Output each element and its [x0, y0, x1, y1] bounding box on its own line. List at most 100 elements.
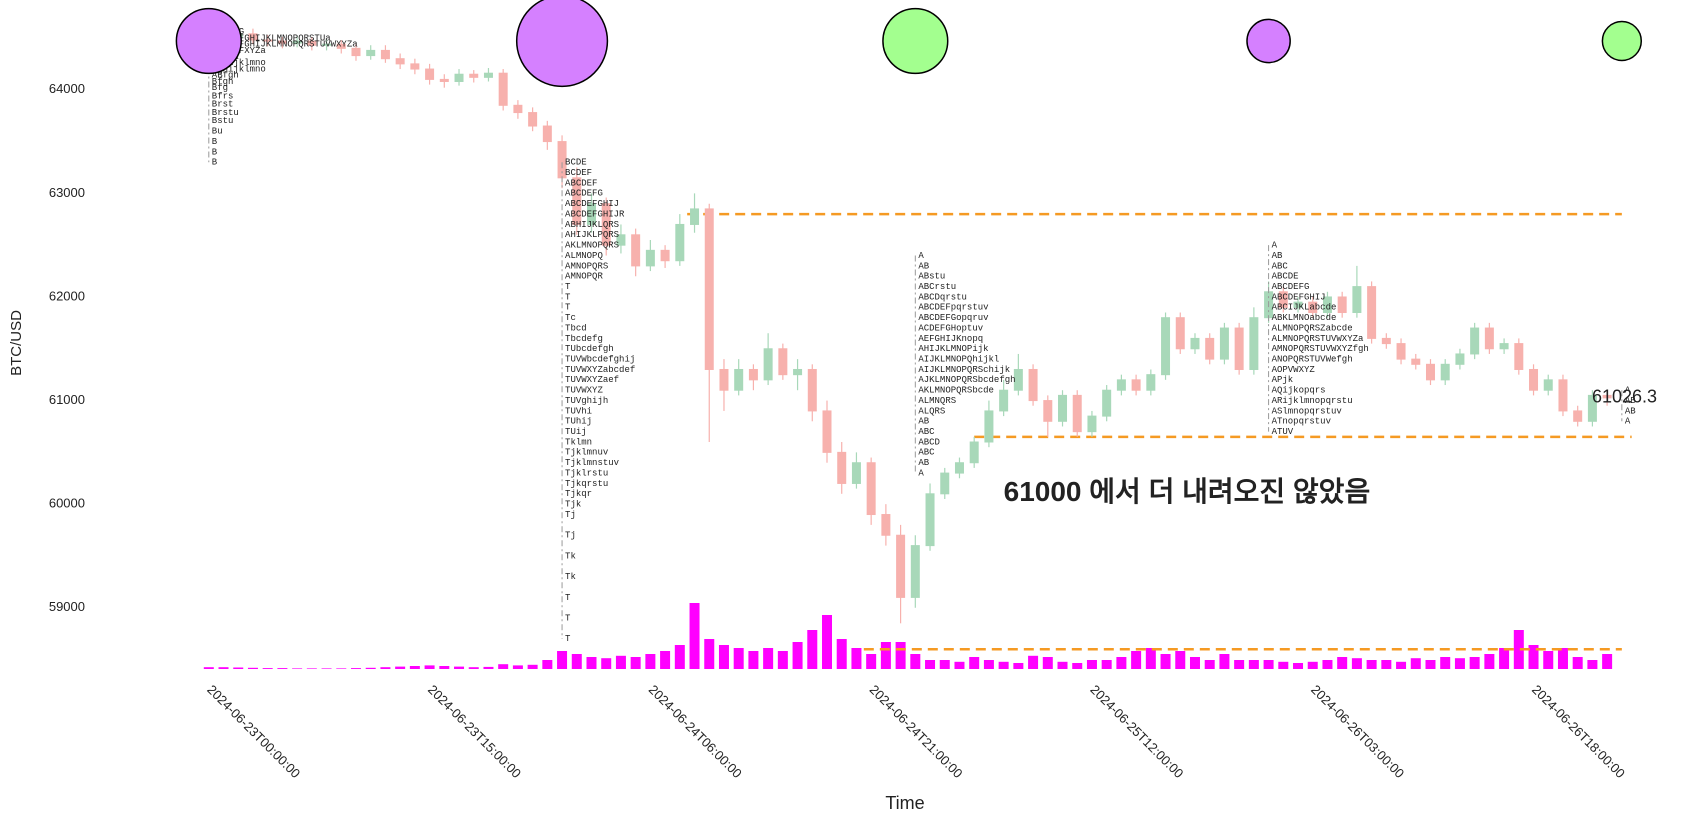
profile-letters: AB [1625, 406, 1636, 416]
profile-letters: Bghijklmno [212, 64, 266, 74]
profile-letters: T [565, 282, 571, 292]
candle-body [1072, 394, 1082, 433]
candle-body [336, 43, 346, 49]
volume-bar [645, 654, 656, 669]
profile-letters: Tj [565, 510, 576, 520]
profile-letters: Tjklmnstuv [565, 458, 620, 468]
profile-letters: Bfg [212, 83, 228, 93]
y-axis-title: BTC/USD [8, 310, 25, 376]
volume-bar [763, 648, 774, 669]
candle-body [1337, 296, 1347, 314]
candle-body [1131, 379, 1141, 391]
volume-bar [262, 668, 273, 669]
profile-letters: A [1272, 241, 1278, 251]
session-bubble [882, 7, 949, 75]
volume-bar [1396, 661, 1407, 669]
volume-bar [1189, 657, 1200, 669]
volume-bar [1131, 651, 1142, 669]
profile-letters: TUVWXYZabcdef [565, 365, 635, 375]
candle-body [469, 73, 479, 78]
volume-bar [203, 667, 214, 669]
volume-bar [380, 667, 391, 669]
profile-letters: TUVhi [565, 406, 592, 416]
volume-bar [1454, 658, 1465, 669]
volume-bar [1337, 657, 1348, 669]
profile-letters: B [212, 147, 218, 157]
candle-body [572, 177, 582, 225]
volume-bar [1587, 660, 1598, 669]
volume-bar [836, 639, 847, 669]
profile-letters: Tk [565, 572, 576, 582]
profile-letters: ALMNQRS [918, 396, 956, 406]
candle-body [410, 63, 420, 70]
profile-letters: AQijkopqrs [1272, 386, 1326, 396]
volume-bar [321, 668, 332, 669]
profile-letters: TUbcdefgh [565, 344, 614, 354]
candle-body [984, 410, 994, 443]
profile-letters: AB [918, 417, 929, 427]
profile-letters: AOPVWXYZ [1272, 365, 1316, 375]
volume-bar [807, 630, 818, 669]
profile-letters: A [1625, 417, 1631, 427]
profile-letters: T [565, 593, 571, 603]
profile-letters: ABCDEFGHIJ [1272, 292, 1326, 302]
profile-letters: ABCDEFG [565, 189, 603, 199]
profile-letters: AB [1625, 396, 1636, 406]
volume-bar [777, 651, 788, 669]
candle-body [748, 368, 758, 381]
volume-bar [498, 664, 509, 669]
volume-bar [409, 666, 420, 669]
profile-letters: ABC [918, 448, 935, 458]
profile-letters: AIJKLMNOPQhijkl [918, 355, 999, 365]
candle-body [734, 368, 744, 391]
volume-bar [571, 654, 582, 669]
profile-letters: ABCDEFGopqruv [918, 313, 989, 323]
volume-bar [630, 657, 641, 669]
volume-bar [365, 667, 376, 669]
session-bubble [1246, 18, 1291, 64]
candle-body [1278, 291, 1288, 308]
profile-letters: ACDEFGHoptuv [918, 323, 983, 333]
candle-body [896, 534, 906, 598]
volume-bar [983, 660, 994, 669]
candle-body [1352, 286, 1362, 314]
profile-letters: AHIJKLPQRS [565, 230, 619, 240]
profile-letters: Tklmn [565, 437, 592, 447]
profile-letters: TUVWXYZ [565, 386, 603, 396]
candle-body [999, 389, 1009, 412]
volume-bar [601, 658, 612, 669]
candle-body [881, 514, 891, 536]
candle-body [837, 451, 847, 484]
profile-letters: Tjklrstu [565, 468, 608, 478]
candle-body [542, 125, 552, 143]
candle-body [954, 462, 964, 474]
candle-body [925, 493, 935, 547]
volume-bar [1263, 660, 1274, 669]
volume-bar [1248, 660, 1259, 669]
profile-letters: AJKLMNOPQRSbcdefgh [918, 375, 1015, 385]
volume-bar [483, 666, 494, 669]
volume-bar [247, 667, 258, 669]
candle-body [660, 249, 670, 262]
profile-letters: TUVghijh [565, 396, 608, 406]
y-tick-label: 64000 [49, 81, 85, 96]
volume-bar [998, 661, 1009, 669]
candle-body [586, 203, 596, 225]
candle-body [1381, 337, 1391, 345]
volume-bar [704, 639, 715, 669]
volume-bar [718, 645, 729, 669]
volume-bar [939, 660, 950, 669]
profile-letters: ABCDEF [565, 178, 597, 188]
profile-letters: ARijklmnopqrstu [1272, 396, 1353, 406]
profile-letters: ABCDEFGHIJKLMNOPQRSTUa [212, 33, 331, 43]
volume-bar [674, 645, 685, 669]
candle-body [1028, 368, 1038, 402]
candle-body [1484, 327, 1494, 350]
candle-body [910, 545, 920, 598]
y-tick-label: 59000 [49, 599, 85, 614]
volume-bar [1366, 660, 1377, 669]
volume-bar [689, 603, 700, 669]
volume-bar [1042, 657, 1053, 669]
candle-body [1587, 394, 1597, 422]
